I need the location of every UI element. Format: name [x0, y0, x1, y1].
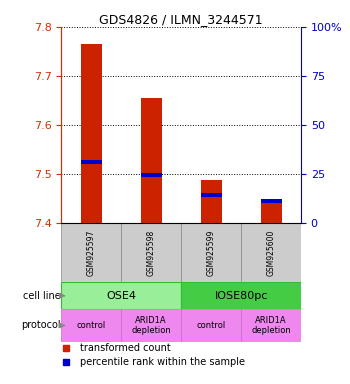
- Text: ARID1A
depletion: ARID1A depletion: [131, 316, 171, 335]
- Bar: [181, 223, 241, 282]
- Bar: [241, 223, 301, 282]
- Bar: [201, 180, 222, 223]
- Text: control: control: [196, 321, 226, 330]
- Bar: [181, 282, 301, 309]
- Bar: [141, 173, 162, 177]
- Bar: [260, 202, 281, 223]
- Bar: [201, 193, 222, 197]
- Bar: [241, 309, 301, 342]
- Bar: [181, 309, 241, 342]
- Bar: [61, 282, 181, 309]
- Bar: [260, 199, 281, 203]
- Bar: [61, 223, 121, 282]
- Text: ARID1A
depletion: ARID1A depletion: [251, 316, 291, 335]
- Text: IOSE80pc: IOSE80pc: [214, 291, 268, 301]
- Bar: [61, 309, 121, 342]
- Text: percentile rank within the sample: percentile rank within the sample: [80, 357, 245, 367]
- Text: OSE4: OSE4: [106, 291, 136, 301]
- Text: GSM925597: GSM925597: [87, 229, 96, 276]
- Text: GSM925600: GSM925600: [267, 229, 275, 276]
- Bar: [81, 44, 102, 223]
- Text: cell line: cell line: [23, 291, 61, 301]
- Title: GDS4826 / ILMN_3244571: GDS4826 / ILMN_3244571: [99, 13, 263, 26]
- Bar: [121, 309, 181, 342]
- Bar: [81, 160, 102, 164]
- Text: control: control: [77, 321, 106, 330]
- Text: GSM925599: GSM925599: [206, 229, 216, 276]
- Text: GSM925598: GSM925598: [147, 229, 156, 276]
- Bar: [121, 223, 181, 282]
- Text: transformed count: transformed count: [80, 343, 171, 354]
- Bar: [141, 98, 162, 223]
- Text: protocol: protocol: [22, 320, 61, 331]
